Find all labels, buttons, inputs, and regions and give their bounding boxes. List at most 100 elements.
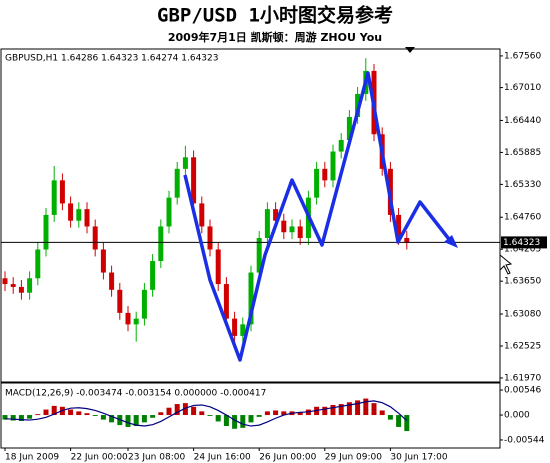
- macd-bar: [371, 403, 377, 416]
- x-tick-label: 23 Jun 08:00: [128, 453, 185, 463]
- macd-bar: [68, 409, 74, 416]
- candle-body: [182, 157, 188, 169]
- macd-bar: [387, 415, 393, 420]
- info: GBPUSD,H1 1.64286 1.64323 1.64274 1.6432…: [5, 54, 218, 64]
- chart-subtitle: 2009年7月1日 凯斯顿：周游 ZHOU You: [168, 30, 382, 44]
- macd-tick-label: 0.000: [504, 411, 530, 421]
- y-tick-label: 1.65330: [504, 180, 541, 190]
- macd-bar: [43, 409, 49, 416]
- x-tick-label: 29 Jun 09:00: [325, 453, 382, 463]
- candle-body: [338, 140, 344, 152]
- candle-body: [18, 286, 24, 293]
- candle-body: [109, 272, 115, 290]
- candle-body: [396, 214, 402, 238]
- candle-body: [150, 261, 156, 290]
- macd-bar: [248, 415, 254, 423]
- x-tick-label: 26 Jun 00:00: [259, 453, 316, 463]
- shift-marker: [405, 47, 415, 53]
- forecast-arrow: [444, 235, 458, 248]
- macd-bar: [256, 415, 262, 417]
- candle-body: [174, 168, 180, 198]
- last-price-box: [501, 236, 547, 249]
- macd-bar: [363, 398, 369, 416]
- candle-body: [289, 226, 295, 233]
- candle-body: [68, 203, 74, 221]
- candle-body: [256, 237, 262, 273]
- candle-body: [100, 249, 106, 273]
- x-tick-label: 24 Jun 16:00: [194, 453, 251, 463]
- candle-body: [297, 226, 303, 238]
- macd-bar: [240, 415, 246, 428]
- candle-body: [117, 289, 123, 313]
- candle-body: [330, 151, 336, 181]
- macd-bar: [264, 411, 270, 416]
- chart-title: GBP/USD 1小时图交易参考: [157, 4, 393, 27]
- candle-body: [51, 180, 57, 215]
- macd-bar: [10, 415, 16, 421]
- macd-bar: [76, 411, 82, 416]
- candle-body: [158, 226, 164, 262]
- macd-bar: [150, 415, 156, 418]
- y-tick-label: 1.61970: [504, 373, 541, 383]
- y-tick-label: 1.63650: [504, 277, 541, 287]
- macd-bar: [404, 415, 410, 432]
- candle-body: [59, 180, 65, 204]
- candle-body: [133, 318, 139, 325]
- macd-tick-label: -0.00544: [504, 435, 545, 445]
- candle-body: [281, 220, 287, 233]
- candle-body: [27, 278, 33, 293]
- last-price-label: 1.64323: [503, 238, 540, 248]
- macd-info: MACD(12,26,9) -0.003474 -0.003154 0.0000…: [5, 389, 266, 399]
- x-tick-label: 18 Jun 2009: [5, 453, 59, 463]
- y-tick-label: 1.63080: [504, 310, 541, 320]
- macd-tick-label: 0.00546: [504, 386, 541, 396]
- macd-bar: [281, 411, 287, 416]
- macd-bar: [182, 403, 188, 416]
- y-tick-label: 1.67560: [504, 51, 541, 61]
- macd-bar: [141, 415, 147, 423]
- candle-body: [207, 226, 213, 250]
- macd-bar: [223, 415, 229, 427]
- macd-bar: [158, 412, 164, 416]
- macd-bar: [27, 415, 33, 419]
- macd-bar: [84, 413, 90, 416]
- macd-bar: [51, 405, 57, 416]
- candle-body: [125, 312, 131, 325]
- macd-bar: [207, 415, 213, 416]
- candle-body: [2, 278, 8, 285]
- macd-bar: [199, 411, 205, 416]
- y-tick-label: 1.64760: [504, 213, 541, 223]
- candle-body: [248, 272, 254, 325]
- candle-body: [191, 157, 197, 204]
- candle-body: [166, 197, 172, 227]
- macd-bar: [396, 415, 402, 427]
- macd-bar: [330, 404, 336, 416]
- candle-body: [273, 209, 279, 221]
- candle-body: [76, 209, 82, 221]
- macd-bar: [174, 404, 180, 416]
- candle-body: [322, 168, 328, 181]
- candle-body: [232, 318, 238, 336]
- candle-body: [84, 209, 90, 227]
- candle-body: [314, 168, 320, 198]
- price-panel: [0, 48, 501, 383]
- macd-bar: [297, 412, 303, 416]
- macd-bar: [100, 415, 106, 420]
- macd-bar: [322, 406, 328, 416]
- y-tick-label: 1.64205: [504, 245, 541, 255]
- macd-bar: [232, 415, 238, 429]
- macd-bar: [133, 415, 139, 427]
- macd-bar: [273, 410, 279, 416]
- macd-bar: [125, 415, 131, 427]
- macd-bar: [346, 402, 352, 416]
- candle-body: [141, 289, 147, 319]
- macd-bar: [191, 406, 197, 416]
- macd-bar: [92, 415, 98, 416]
- macd-bar: [18, 415, 24, 421]
- macd-bar: [215, 415, 221, 422]
- x-tick-label: 22 Jun 00:00: [71, 453, 128, 463]
- macd-signal: [4, 400, 408, 427]
- cursor: [499, 253, 513, 275]
